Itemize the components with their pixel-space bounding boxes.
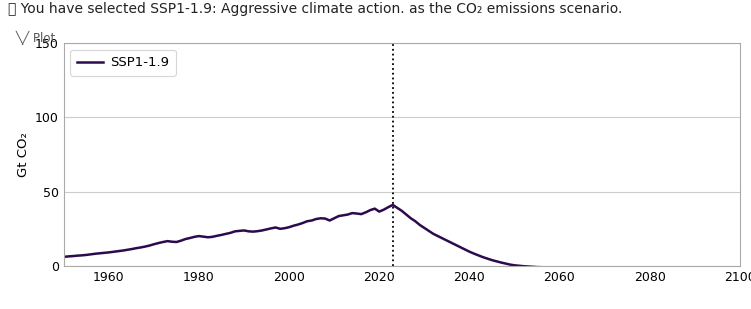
SSP1-1.9 xyxy=(424,229,433,233)
SSP1-1.9 xyxy=(393,206,402,210)
SSP1-1.9 xyxy=(541,265,550,269)
SSP1-1.9 xyxy=(578,267,587,271)
Text: ✅ You have selected SSP1-1.9: Aggressive climate action. as the CO₂ emissions sc: ✅ You have selected SSP1-1.9: Aggressive… xyxy=(8,2,622,15)
SSP1-1.9 xyxy=(596,267,605,271)
SSP1-1.9 xyxy=(388,203,397,207)
Text: ╲╱ Plot: ╲╱ Plot xyxy=(15,31,56,45)
SSP1-1.9 xyxy=(59,255,68,259)
Y-axis label: Gt CO₂: Gt CO₂ xyxy=(17,132,29,177)
SSP1-1.9 xyxy=(402,213,411,216)
SSP1-1.9 xyxy=(86,252,95,256)
Legend: SSP1-1.9: SSP1-1.9 xyxy=(71,50,176,76)
Line: SSP1-1.9: SSP1-1.9 xyxy=(64,205,740,269)
SSP1-1.9 xyxy=(735,267,744,271)
